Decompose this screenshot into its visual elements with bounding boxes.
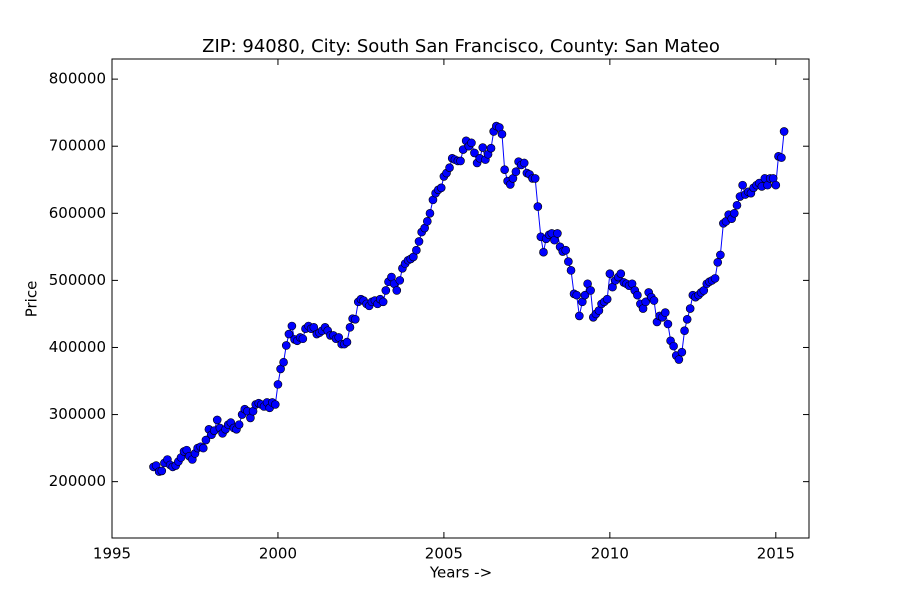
y-tick-label: 800000 xyxy=(49,70,106,88)
chart-title: ZIP: 94080, City: South San Francisco, C… xyxy=(202,36,720,57)
price-marker xyxy=(423,217,432,226)
price-marker xyxy=(519,158,529,168)
price-marker xyxy=(425,208,435,218)
x-tick-label: 2005 xyxy=(425,545,463,563)
price-marker xyxy=(663,319,673,329)
price-marker xyxy=(677,347,687,357)
price-marker xyxy=(777,153,786,162)
price-marker xyxy=(641,297,651,307)
price-marker xyxy=(445,163,454,172)
price-marker xyxy=(212,415,222,425)
price-marker xyxy=(412,245,421,255)
price-marker xyxy=(281,341,291,350)
price-marker xyxy=(575,311,584,321)
price-marker xyxy=(682,314,692,324)
x-tick-label: 2000 xyxy=(259,545,297,563)
price-marker xyxy=(234,420,244,429)
price-marker xyxy=(436,183,446,193)
price-marker xyxy=(779,127,789,136)
price-marker xyxy=(566,266,576,275)
price-marker xyxy=(497,129,507,139)
price-marker xyxy=(284,329,294,339)
price-marker xyxy=(730,208,739,218)
price-marker xyxy=(553,229,562,238)
y-axis-label: Price xyxy=(23,281,41,318)
price-marker xyxy=(649,296,659,305)
price-marker xyxy=(771,180,781,190)
price-marker xyxy=(716,250,725,260)
y-tick-label: 400000 xyxy=(49,338,106,356)
y-tick-label: 700000 xyxy=(49,137,106,155)
plot-frame xyxy=(111,58,810,539)
price-marker xyxy=(279,357,288,367)
price-marker xyxy=(561,245,571,255)
price-marker xyxy=(478,143,488,152)
x-tick-label: 2015 xyxy=(757,545,795,563)
price-marker xyxy=(530,174,540,183)
price-marker xyxy=(270,400,280,409)
y-tick-label: 600000 xyxy=(49,204,106,222)
price-marker xyxy=(414,237,424,246)
price-marker xyxy=(157,466,167,476)
price-marker xyxy=(713,257,723,267)
price-marker xyxy=(467,138,476,148)
price-marker xyxy=(298,334,308,344)
price-marker xyxy=(342,337,352,347)
price-marker xyxy=(580,290,590,300)
price-marker xyxy=(602,294,612,304)
price-marker xyxy=(710,274,720,283)
price-marker xyxy=(395,276,405,285)
price-marker xyxy=(273,380,283,389)
price-marker xyxy=(669,341,678,351)
price-marker xyxy=(350,314,360,324)
y-tick-label: 300000 xyxy=(49,405,106,423)
price-marker xyxy=(392,286,402,295)
price-marker xyxy=(511,167,521,177)
price-marker xyxy=(586,286,595,295)
price-marker xyxy=(605,269,615,278)
y-tick-label: 200000 xyxy=(49,472,106,490)
price-marker xyxy=(287,321,297,331)
price-marker xyxy=(470,148,479,158)
price-marker xyxy=(378,297,388,307)
price-marker xyxy=(345,323,355,332)
price-marker xyxy=(500,165,509,174)
price-marker xyxy=(201,435,211,445)
x-tick-label: 2010 xyxy=(591,545,629,563)
y-tick-label: 500000 xyxy=(49,271,106,289)
price-marker xyxy=(486,143,496,153)
price-marker xyxy=(738,180,747,190)
price-marker xyxy=(680,326,689,336)
price-marker xyxy=(539,247,548,257)
price-marker xyxy=(685,304,695,313)
price-marker xyxy=(198,443,208,453)
price-marker xyxy=(633,290,642,300)
price-marker xyxy=(732,200,742,210)
price-marker xyxy=(564,257,573,266)
x-tick-label: 1995 xyxy=(93,545,131,563)
price-marker xyxy=(616,269,626,278)
price-marker xyxy=(456,156,465,166)
price-marker xyxy=(533,202,543,211)
price-marker xyxy=(660,308,670,317)
price-marker xyxy=(381,286,391,295)
price-marker xyxy=(674,355,684,364)
price-marker xyxy=(572,290,581,300)
x-axis-label: Years -> xyxy=(429,564,492,582)
